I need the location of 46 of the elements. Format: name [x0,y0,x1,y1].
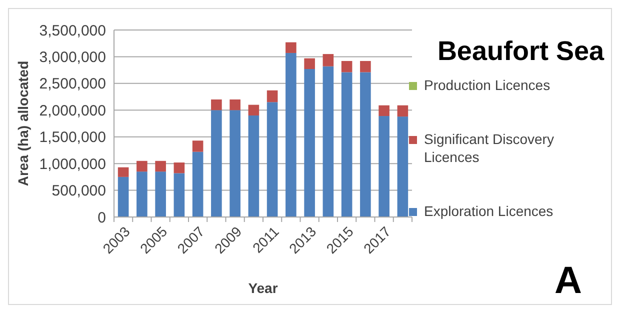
y-axis-title: Area (ha) allocated [15,60,31,186]
bar [230,110,240,217]
y-tick-label: 2,000,000 [39,102,106,120]
y-tick-label: 2,500,000 [39,76,106,93]
legend-label: Exploration Licences [424,203,554,219]
bar [248,104,260,116]
bar [136,160,148,172]
y-tick-label: 3,000,000 [39,48,106,66]
legend-label: Production Licences [424,77,550,93]
bar [230,99,240,110]
bar [397,105,408,117]
text: Beaufort Sea [437,36,605,66]
bar [155,160,166,172]
x-axis-title: Year [248,280,278,296]
bar [248,115,260,217]
bar [378,116,390,217]
bar [211,110,222,217]
bar [322,54,334,66]
y-tick-label: 500,000 [52,182,106,200]
bar [304,69,315,217]
y-tick-label: 1,500,000 [39,129,106,146]
y-tick-label: 1,000,000 [39,156,106,173]
bar [155,172,166,217]
bar [322,66,334,217]
bar [266,102,278,217]
bar [360,60,371,72]
bar [341,72,352,217]
bar [286,52,296,217]
bar [360,72,371,217]
text: A [554,260,582,302]
bar [174,162,185,174]
bar [118,176,129,217]
legend-label: Significant Discovery Licences [424,131,554,165]
bar [341,60,352,72]
y-tick-label: 3,500,000 [39,22,106,40]
bar [266,90,278,102]
y-tick-label: 0 [98,209,106,226]
bar [304,58,315,70]
bar [286,42,296,53]
bar [378,105,390,116]
bar [136,172,148,217]
bar [118,167,129,177]
bar [192,140,204,152]
bar [211,99,222,110]
bar [174,173,185,217]
bar [192,152,204,217]
